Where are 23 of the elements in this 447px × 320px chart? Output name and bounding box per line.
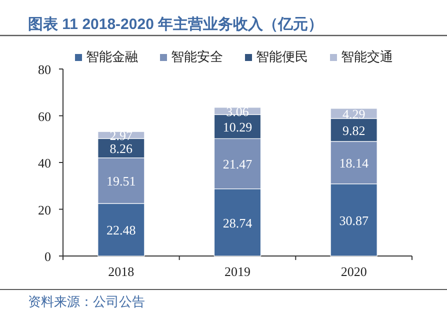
legend-label: 智能安全 [171, 49, 223, 64]
data-label: 18.14 [339, 156, 369, 171]
legend-label: 智能便民 [256, 49, 308, 64]
y-tick-label: 60 [38, 108, 51, 124]
y-tick-label: 80 [38, 62, 51, 77]
text: 资料来源：公司公告 [28, 294, 145, 309]
y-tick-label: 20 [38, 202, 51, 218]
data-label: 30.87 [339, 212, 369, 228]
y-tick-label: 40 [38, 156, 51, 170]
chart-title: 图表 11 2018-2020 年主营业务收入（亿元） [28, 15, 324, 33]
x-tick-label: 2020 [340, 264, 367, 279]
legend-label: 智能交通 [341, 49, 393, 64]
x-tick-label: 2018 [108, 264, 134, 279]
data-label: 28.74 [222, 215, 253, 230]
data-label: 22.48 [106, 222, 136, 238]
data-label: 10.29 [222, 120, 252, 135]
y-tick-label: 0 [44, 249, 51, 264]
legend-label: 智能金融 [86, 49, 138, 64]
data-label: 21.47 [222, 156, 253, 172]
data-label: 4.29 [342, 106, 366, 122]
data-label: 8.26 [110, 141, 134, 156]
x-tick-label: 2019 [224, 264, 250, 279]
data-label: 9.82 [342, 122, 366, 138]
